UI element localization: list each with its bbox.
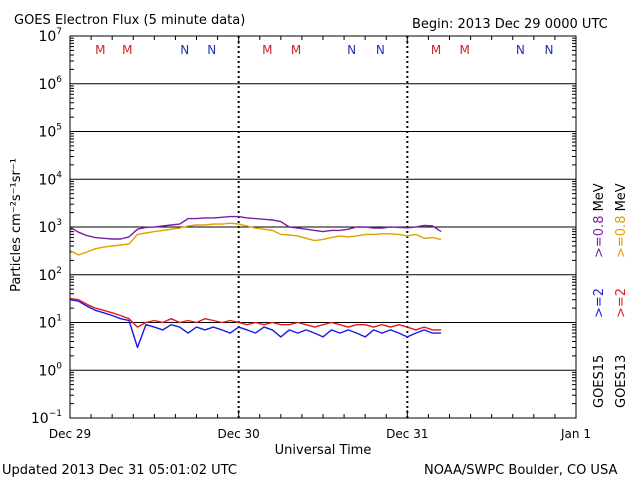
marker-n: N	[347, 43, 356, 57]
y-axis-label: Particles cm⁻²s⁻¹sr⁻¹	[9, 158, 24, 292]
marker-m: M	[262, 43, 272, 57]
marker-m: M	[95, 43, 105, 57]
y-tick-exponent: −1	[49, 409, 62, 419]
y-tick-exponent: 3	[56, 218, 62, 228]
x-axis-label: Universal Time	[275, 443, 372, 458]
marker-n: N	[376, 43, 385, 57]
plot-frame	[69, 35, 577, 419]
x-tick-label: Dec 29	[49, 427, 91, 441]
marker-m: M	[291, 43, 301, 57]
y-tick-exponent: 2	[56, 266, 62, 276]
legend-0p8mev: >=0.8 MeV	[592, 183, 607, 258]
marker-n: N	[207, 43, 216, 57]
series-line-1	[69, 222, 442, 256]
legend-unit: MeV	[614, 183, 629, 211]
x-tick-labels: Dec 29 Dec 30 Dec 31 Jan 1	[49, 427, 591, 441]
marker-n: N	[516, 43, 525, 57]
y-tick-exponent: 4	[56, 170, 62, 180]
marker-n: N	[545, 43, 554, 57]
y-tick-label: 102	[38, 266, 62, 284]
marker-m: M	[122, 43, 132, 57]
y-tick-label: 101	[38, 314, 62, 332]
credit-label: NOAA/SWPC Boulder, CO USA	[424, 463, 617, 478]
y-tick-label: 106	[38, 75, 62, 93]
x-tick-label: Dec 31	[386, 427, 428, 441]
chart-title: GOES Electron Flux (5 minute data)	[14, 13, 245, 28]
legend-2mev: >=2	[592, 288, 607, 318]
legend: GOES15 >=2 >=0.8 MeV GOES13 >=2 >=0.8 MeV	[592, 183, 629, 408]
y-tick-label: 105	[38, 123, 62, 141]
legend-0p8-value: >=0.8	[614, 211, 629, 258]
marker-m: M	[460, 43, 470, 57]
series-line-3	[69, 297, 442, 331]
begin-label: Begin: 2013 Dec 29 0000 UTC	[412, 17, 608, 32]
series-layer	[69, 215, 442, 349]
y-tick-exponent: 0	[56, 361, 62, 371]
y-tick-label: 107	[38, 27, 62, 45]
legend-0p8-value: >=0.8	[592, 211, 607, 258]
legend-unit: MeV	[592, 183, 607, 211]
y-tick-exponent: 6	[56, 75, 62, 85]
legend-satellite-goes13: GOES13	[614, 355, 629, 408]
legend-0p8mev: >=0.8 MeV	[614, 183, 629, 258]
y-tick-label: 104	[38, 170, 62, 188]
series-line-2	[69, 299, 442, 349]
y-tick-label: 103	[38, 218, 62, 236]
x-tick-label: Jan 1	[560, 427, 591, 441]
marker-n: N	[180, 43, 189, 57]
marker-m: M	[431, 43, 441, 57]
updated-label: Updated 2013 Dec 31 05:01:02 UTC	[2, 463, 237, 478]
legend-satellite-goes15: GOES15	[592, 355, 607, 408]
series-line-0	[69, 215, 442, 240]
y-tick-exponent: 7	[56, 27, 62, 37]
y-tick-label: 10−1	[31, 409, 62, 427]
y-tick-label: 100	[38, 361, 62, 379]
y-tick-exponent: 1	[56, 314, 62, 324]
x-tick-label: Dec 30	[218, 427, 260, 441]
y-tick-exponent: 5	[56, 123, 62, 133]
legend-2mev: >=2	[614, 288, 629, 318]
